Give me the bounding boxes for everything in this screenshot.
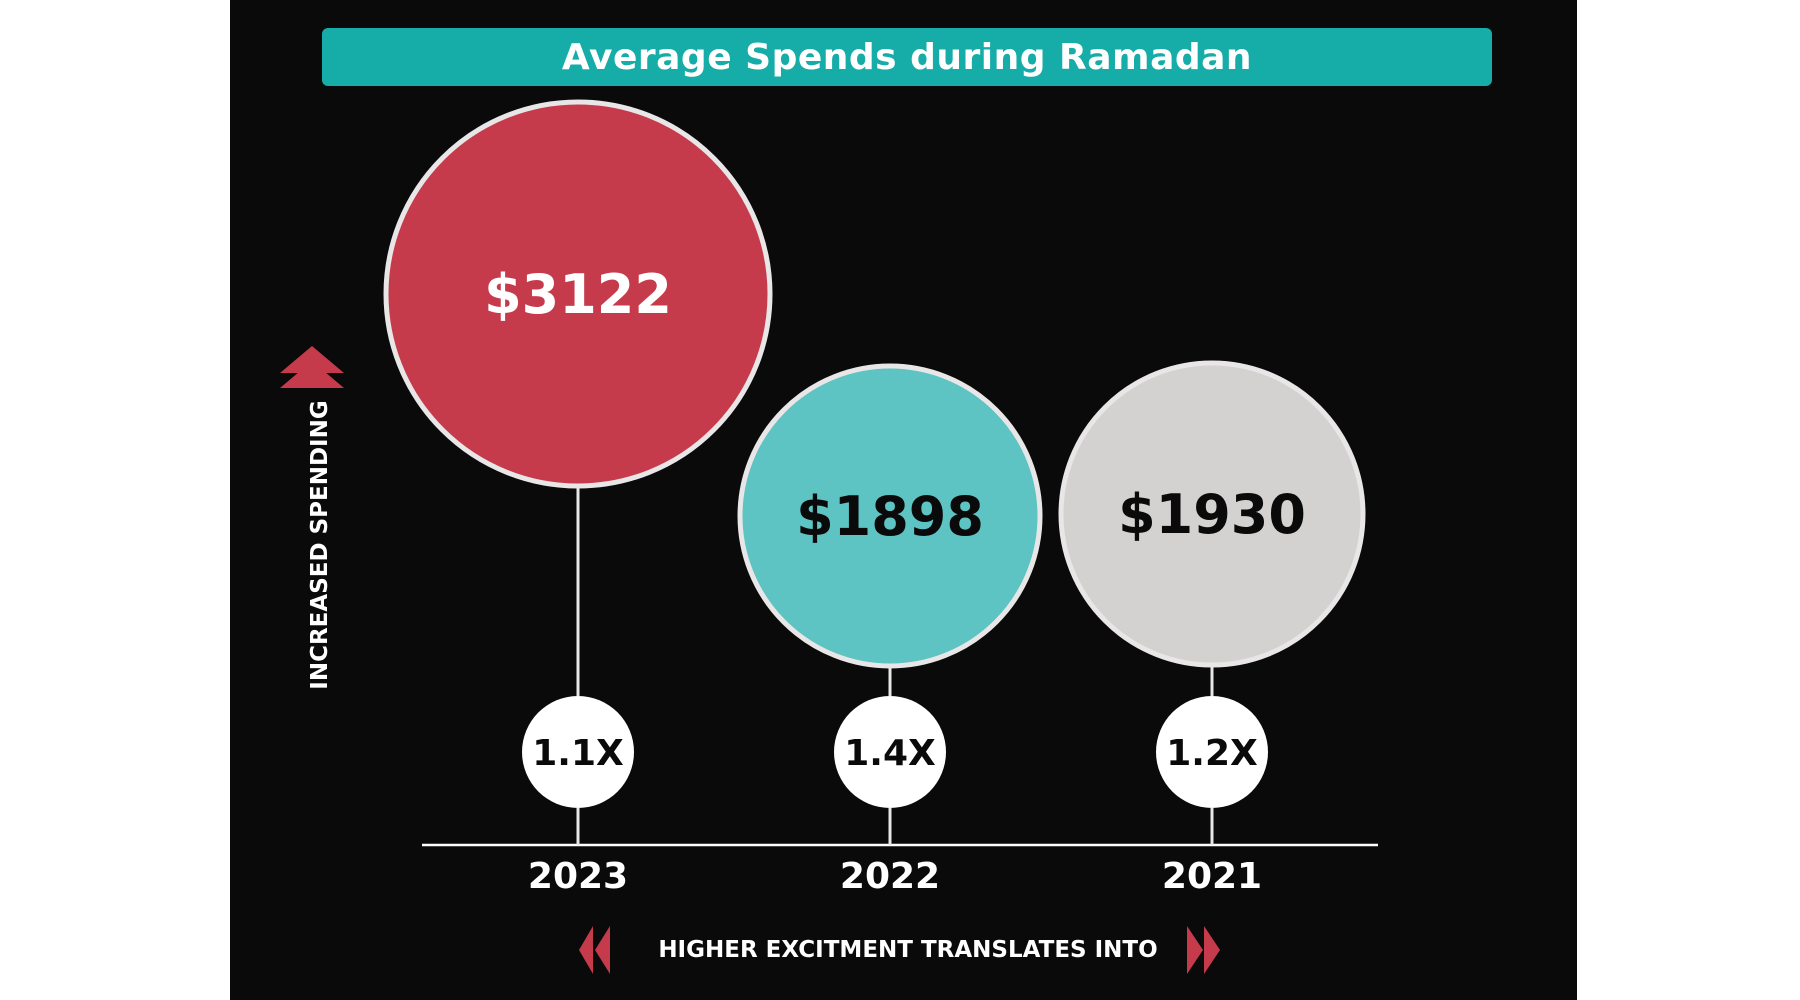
multiplier-label: 1.2X [1166,733,1258,774]
x-tick-label: 2021 [1162,856,1262,897]
bubble-group-2021: $1930 1.2X 2021 [1058,360,1366,897]
multiplier-label: 1.4X [844,733,936,774]
value-bubble [383,99,773,489]
value-label: $1930 [1118,483,1306,546]
bubble-group-2022: $1898 1.4X 2022 [737,363,1043,897]
double-chevron-right-icon [1187,926,1220,974]
x-tick-label: 2022 [840,856,940,897]
value-label: $1898 [796,485,984,548]
x-axis-label: HIGHER EXCITMENT TRANSLATES INTO [658,937,1157,963]
value-bubble [1058,360,1366,668]
value-label: $3122 [484,263,672,326]
value-bubble [737,363,1043,669]
x-tick-label: 2023 [528,856,628,897]
chart-title: Average Spends during Ramadan [561,36,1253,78]
multiplier-circle [522,696,634,808]
y-axis-label: INCREASED SPENDING [307,400,333,689]
multiplier-circle [834,696,946,808]
bubble-group-2023: $3122 1.1X 2023 [383,99,773,897]
title-bar: Average Spends during Ramadan [322,28,1492,86]
multiplier-label: 1.1X [532,733,624,774]
double-chevron-left-icon [579,926,610,974]
bubble-series: $3122 1.1X 2023 $1898 1.4X 2022 $1930 1.2X 2021 [383,99,1366,897]
multiplier-circle [1156,696,1268,808]
double-chevron-up-icon [280,346,344,388]
